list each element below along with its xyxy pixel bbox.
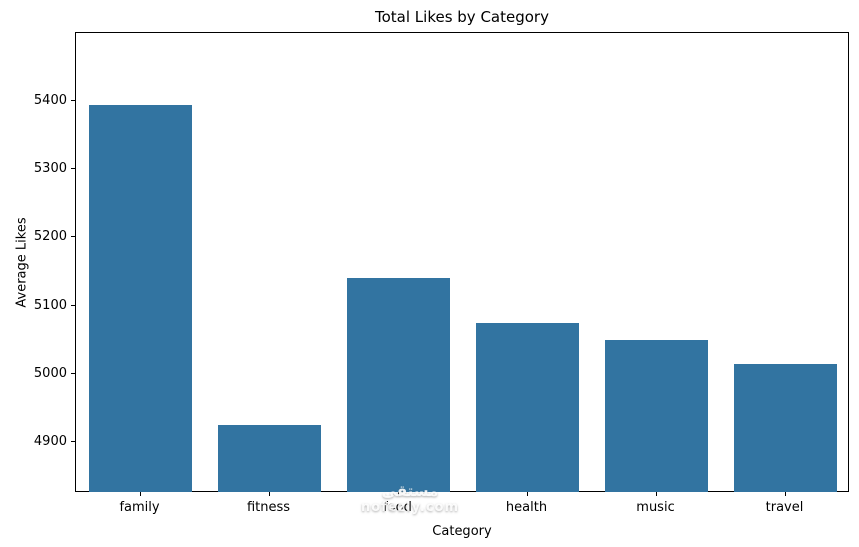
x-axis-label: Category xyxy=(432,524,492,539)
plot-area xyxy=(75,32,849,492)
y-tick-mark xyxy=(71,168,75,170)
x-tick-label: travel xyxy=(765,500,804,515)
x-tick-label: fitness xyxy=(246,500,291,515)
y-tick-mark xyxy=(71,100,75,102)
y-tick-label: 5400 xyxy=(33,93,67,109)
y-tick-mark xyxy=(71,372,75,374)
chart-title: Total Likes by Category xyxy=(375,8,549,26)
x-tick-label: music xyxy=(636,500,675,515)
x-tick-mark xyxy=(526,492,528,496)
y-tick-label: 5100 xyxy=(33,297,67,313)
x-tick-label: health xyxy=(505,500,548,515)
bar-music xyxy=(604,339,709,492)
x-tick-label: food xyxy=(383,500,412,515)
bar-family xyxy=(88,104,193,492)
y-tick-label: 5200 xyxy=(33,229,67,245)
bar-travel xyxy=(733,363,838,492)
y-tick-mark xyxy=(71,304,75,306)
x-tick-mark xyxy=(268,492,270,496)
x-tick-label: family xyxy=(119,500,160,515)
x-tick-mark xyxy=(784,492,786,496)
bar-health xyxy=(475,322,580,492)
y-tick-label: 5300 xyxy=(33,161,67,177)
y-tick-mark xyxy=(71,236,75,238)
y-tick-label: 5000 xyxy=(33,365,67,381)
bar-food xyxy=(346,278,451,492)
x-tick-mark xyxy=(139,492,141,496)
x-tick-mark xyxy=(655,492,657,496)
bar-fitness xyxy=(217,424,322,492)
y-tick-label: 4900 xyxy=(33,433,67,449)
y-axis-label: Average Likes xyxy=(14,217,30,308)
x-tick-mark xyxy=(397,492,399,496)
y-tick-mark xyxy=(71,440,75,442)
